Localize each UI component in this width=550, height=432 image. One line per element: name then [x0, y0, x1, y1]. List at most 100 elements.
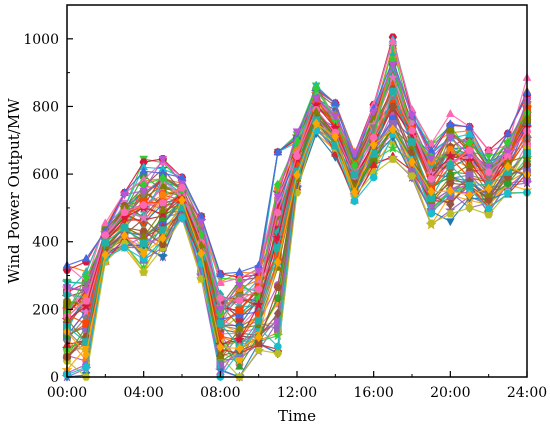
data-point	[293, 152, 301, 161]
series-57	[63, 88, 531, 321]
data-point	[235, 281, 244, 290]
data-point	[312, 83, 321, 94]
data-point	[503, 179, 512, 188]
data-point	[273, 308, 282, 319]
data-point	[311, 106, 321, 115]
data-point	[388, 102, 398, 111]
data-point	[82, 349, 91, 360]
data-point	[311, 95, 321, 104]
data-point	[138, 212, 150, 223]
data-point	[120, 230, 129, 241]
data-point	[158, 240, 168, 249]
data-point	[235, 343, 244, 354]
series-line	[66, 79, 528, 341]
data-point	[484, 145, 494, 154]
data-point	[273, 256, 282, 268]
data-point	[503, 189, 512, 198]
data-point	[503, 137, 512, 148]
data-point	[350, 187, 359, 198]
data-point	[254, 346, 263, 354]
data-point	[484, 183, 493, 194]
data-point	[273, 193, 283, 202]
data-point	[215, 305, 225, 314]
x-tick-label: 12:00	[277, 385, 317, 401]
data-point	[216, 294, 225, 302]
data-point	[330, 113, 340, 122]
data-point	[82, 296, 91, 305]
data-point	[293, 169, 301, 181]
data-point	[465, 129, 474, 138]
data-point	[158, 191, 168, 199]
data-point	[178, 195, 186, 206]
data-point	[215, 268, 225, 277]
data-point	[465, 181, 474, 190]
data-point	[273, 147, 283, 156]
data-point	[81, 286, 91, 295]
data-point	[82, 363, 91, 372]
data-point	[120, 243, 129, 252]
series-60	[63, 118, 531, 360]
data-point	[407, 172, 417, 180]
data-point	[446, 210, 455, 218]
data-point	[273, 324, 282, 333]
data-point	[465, 189, 474, 201]
data-point	[465, 122, 474, 131]
data-point	[197, 248, 206, 259]
data-point	[331, 131, 340, 142]
data-point	[484, 210, 493, 219]
data-point	[465, 159, 474, 168]
data-point	[101, 238, 110, 247]
data-point	[215, 278, 225, 287]
data-point	[177, 172, 187, 181]
data-point	[427, 209, 436, 218]
data-point	[465, 204, 474, 212]
data-point	[408, 126, 416, 135]
data-point	[81, 253, 91, 262]
data-point	[445, 134, 455, 143]
data-point	[101, 249, 110, 261]
data-point	[426, 155, 436, 164]
data-point	[350, 197, 359, 205]
y-tick-label: 800	[32, 99, 59, 115]
data-point	[388, 61, 398, 70]
data-point	[445, 108, 455, 117]
data-point	[254, 267, 264, 276]
data-point	[158, 205, 168, 214]
data-point	[446, 199, 455, 210]
data-point	[388, 87, 397, 96]
data-point	[369, 160, 379, 169]
data-point	[444, 150, 456, 161]
data-point	[254, 339, 263, 347]
data-point	[350, 160, 359, 171]
x-tick-label: 04:00	[123, 385, 163, 401]
data-point	[82, 271, 91, 282]
data-point	[158, 232, 167, 244]
data-point	[408, 156, 416, 168]
data-point	[388, 36, 398, 45]
data-point	[273, 349, 283, 358]
data-point	[446, 161, 455, 169]
data-point	[369, 108, 379, 117]
y-tick-label: 200	[32, 302, 59, 318]
data-point	[273, 208, 282, 217]
data-point	[120, 208, 129, 217]
data-point	[427, 175, 436, 183]
data-point	[272, 232, 284, 243]
data-point	[100, 218, 110, 227]
data-point	[484, 162, 494, 171]
data-point	[101, 231, 110, 240]
data-point	[445, 218, 455, 227]
data-point	[139, 187, 149, 196]
data-point	[446, 145, 455, 154]
data-point	[80, 300, 92, 311]
data-point	[216, 341, 225, 353]
data-point	[235, 323, 244, 332]
data-point	[427, 186, 436, 197]
data-point	[407, 112, 417, 121]
data-point	[139, 201, 148, 209]
data-point	[369, 173, 378, 182]
data-point	[254, 331, 263, 343]
data-point	[158, 173, 167, 184]
